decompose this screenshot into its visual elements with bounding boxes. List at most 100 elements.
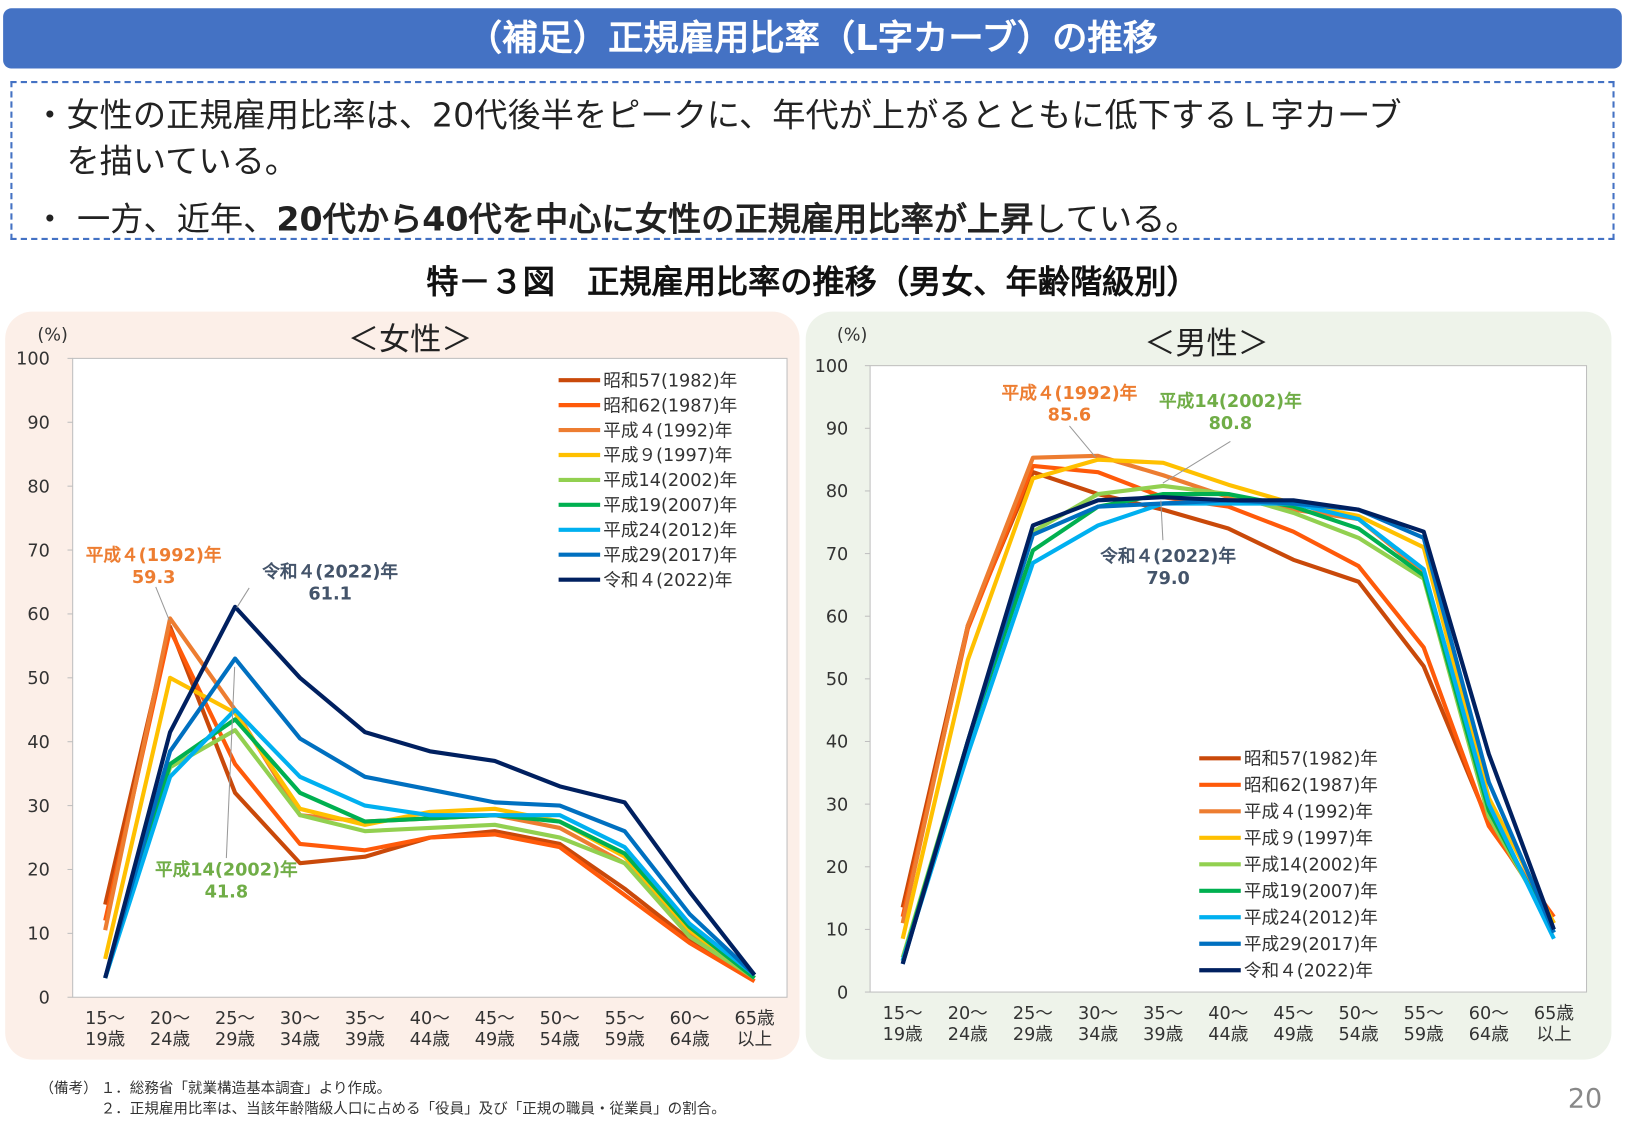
x-tick-label: 20～	[948, 1004, 988, 1024]
legend-label: 平成14(2002)年	[603, 470, 737, 491]
x-tick-label: 40～	[1208, 1004, 1248, 1024]
figure-title: 特－３図 正規雇用比率の推移（男女、年齢階級別）	[426, 263, 1199, 302]
series-line-6	[103, 707, 756, 979]
slide-title: （補足）正規雇用比率（L字カーブ）の推移	[3, 8, 1622, 69]
x-tick-label: 30～	[1078, 1004, 1118, 1024]
y-tick-label: 10	[27, 925, 49, 945]
y-tick-label: 80	[826, 482, 848, 502]
y-tick-label: 90	[826, 420, 848, 440]
y-tick-label: 30	[826, 795, 848, 815]
legend-label: 令和４(2022)年	[1244, 960, 1373, 981]
x-tick-label: 49歳	[475, 1029, 515, 1050]
annotation-leader	[225, 666, 236, 859]
y-tick-label: 40	[27, 733, 49, 753]
annotation-label: 平成４(1992)年	[86, 544, 222, 566]
annotation-value: 41.8	[205, 883, 249, 903]
annotation-leader	[1160, 500, 1164, 541]
bullet-2-post: している。	[1033, 199, 1199, 239]
annotation-value: 85.6	[1048, 406, 1092, 426]
legend-label: 平成19(2007)年	[603, 495, 737, 516]
x-tick-label: 35～	[345, 1009, 385, 1029]
x-tick-label: 以上	[737, 1029, 772, 1050]
annotation-value: 79.0	[1146, 569, 1190, 589]
series-line-3	[900, 457, 1556, 940]
legend-label: 平成29(2017)年	[603, 545, 737, 566]
page-number: 20	[1567, 1083, 1603, 1115]
x-tick-label: 34歳	[1078, 1024, 1118, 1045]
series-line-3	[103, 675, 756, 980]
series-line-8	[103, 604, 757, 979]
x-tick-label: 55～	[605, 1009, 645, 1029]
bullet-1-line-1: ・女性の正規雇用比率は、20代後半をピークに、年代が上がるとともに低下するＬ字カ…	[33, 95, 1402, 136]
notes-label: （備考）	[39, 1080, 98, 1097]
x-tick-label: 60～	[1469, 1004, 1509, 1024]
annotation-leader	[1069, 425, 1096, 458]
y-tick-label: 100	[16, 350, 50, 370]
x-tick-label: 50～	[540, 1009, 580, 1029]
female-y-unit: (%)	[37, 325, 68, 346]
legend-label: 昭和62(1987)年	[1244, 775, 1378, 796]
x-tick-label: 25～	[215, 1009, 255, 1029]
x-tick-label: 45～	[475, 1009, 515, 1029]
female-chart-title: ＜女性＞	[347, 322, 473, 359]
x-tick-label: 15～	[883, 1004, 923, 1024]
annotation-label: 令和４(2022)年	[1099, 545, 1236, 567]
series-line-1	[103, 627, 756, 984]
y-tick-label: 70	[27, 541, 49, 561]
legend-label: 平成４(1992)年	[603, 420, 732, 441]
legend-label: 平成24(2012)年	[603, 520, 737, 541]
x-tick-label: 20～	[150, 1009, 190, 1029]
male-y-unit: (%)	[836, 325, 868, 346]
y-tick-label: 90	[27, 414, 49, 434]
male-chart: 0 10 20 30 40 50 60 70 80 90 100 15～19歳 20～24歳 25～29歳…	[815, 357, 1588, 1045]
x-tick-label: 65歳	[1534, 1003, 1574, 1024]
annotation-leader	[1162, 441, 1231, 484]
series-line-4	[103, 728, 756, 980]
y-tick-label: 40	[826, 733, 848, 753]
annotation-leader	[155, 586, 170, 621]
x-tick-label: 64歳	[1469, 1024, 1509, 1045]
y-tick-label: 50	[826, 670, 848, 690]
x-tick-label: 64歳	[670, 1029, 710, 1050]
legend-label: 平成19(2007)年	[1244, 881, 1378, 902]
x-tick-label: 54歳	[540, 1029, 580, 1050]
annotation-value: 61.1	[308, 584, 352, 604]
plot-area	[869, 365, 1588, 993]
bullet-2-pre: ・ 一方、近年、	[33, 199, 277, 239]
legend-label: 平成９(1997)年	[603, 445, 732, 466]
x-tick-label: 30～	[280, 1009, 320, 1029]
female-chart: 0 10 20 30 40 50 60 70 80 90 100 15～19歳 20～24歳 25～29歳…	[16, 350, 788, 1050]
x-tick-label: 24歳	[150, 1029, 190, 1050]
x-tick-label: 39歳	[1143, 1024, 1183, 1045]
x-tick-label: 44歳	[1208, 1024, 1248, 1045]
x-tick-label: 59歳	[1404, 1024, 1444, 1045]
annotation-label: 平成４(1992)年	[1002, 382, 1138, 404]
legend-label: 昭和57(1982)年	[1244, 749, 1378, 770]
y-tick-label: 0	[837, 983, 848, 1003]
series-line-1	[900, 463, 1556, 919]
note-1: １．総務省「就業構造基本調査」より作成。	[100, 1080, 392, 1097]
y-tick-label: 60	[826, 607, 848, 627]
x-tick-label: 60～	[670, 1009, 710, 1029]
x-tick-label: 34歳	[280, 1029, 320, 1050]
y-tick-label: 10	[826, 921, 848, 941]
x-tick-label: 24歳	[948, 1024, 988, 1045]
x-tick-label: 59歳	[605, 1029, 645, 1050]
legend-label: 昭和57(1982)年	[603, 370, 737, 391]
y-tick-label: 100	[815, 357, 849, 377]
x-tick-label: 44歳	[410, 1029, 450, 1050]
x-tick-label: 以上	[1536, 1024, 1571, 1045]
legend-label: 平成４(1992)年	[1244, 802, 1373, 823]
legend-label: 平成29(2017)年	[1244, 934, 1378, 955]
series-line-8	[900, 495, 1556, 965]
bullet-1-line-2: を描いている。	[66, 141, 299, 181]
series-line-7	[103, 656, 756, 979]
x-tick-label: 15～	[85, 1009, 125, 1029]
male-chart-title: ＜男性＞	[1144, 326, 1269, 363]
legend-label: 令和４(2022)年	[603, 570, 732, 591]
legend-label: 平成24(2012)年	[1244, 907, 1378, 928]
y-tick-label: 60	[27, 605, 49, 625]
annotation-label: 平成14(2002)年	[1159, 390, 1302, 412]
